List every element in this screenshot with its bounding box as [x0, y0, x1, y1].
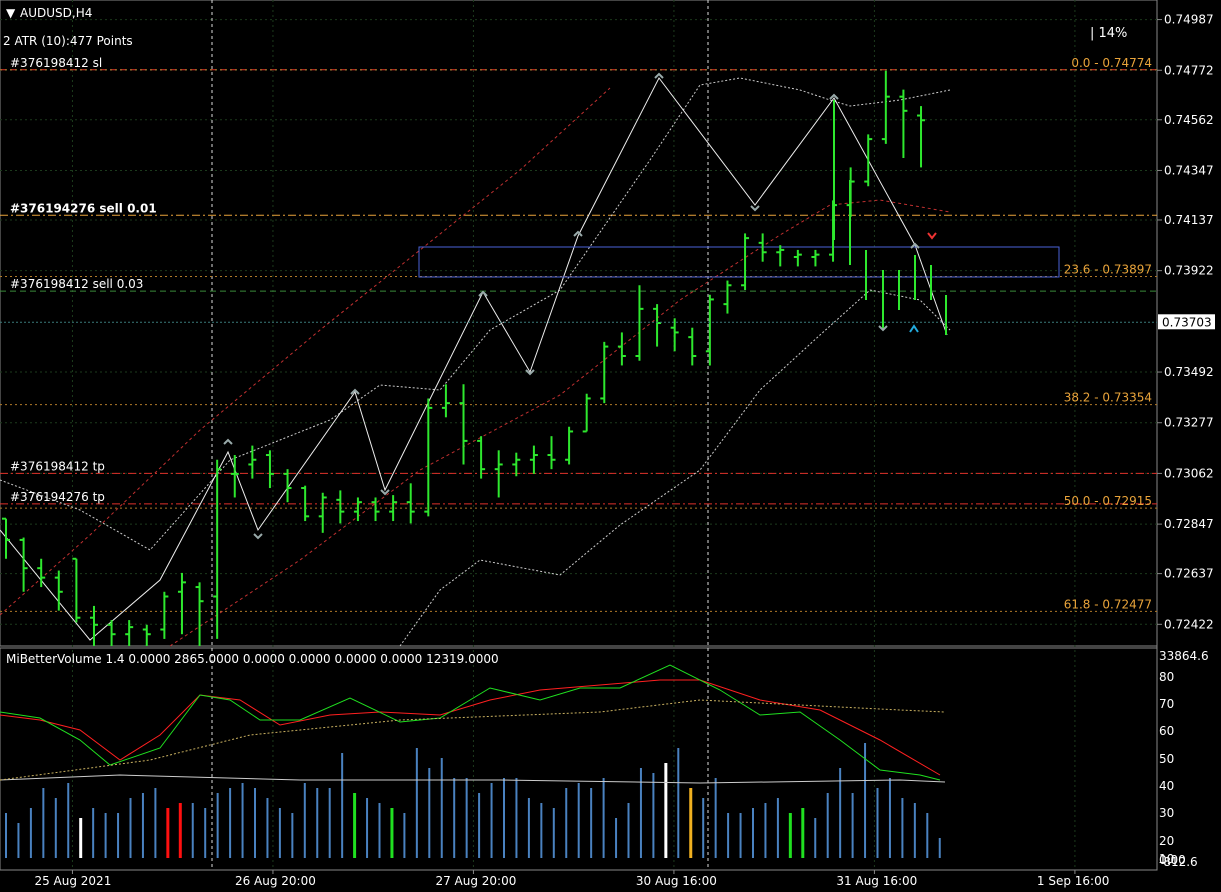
x-tick-label: 30 Aug 16:00: [636, 874, 717, 888]
volume-tick-label: 40: [1159, 779, 1174, 793]
x-tick-label: 27 Aug 20:00: [435, 874, 516, 888]
signal-up-arrow-icon: [909, 324, 919, 333]
y-tick-label: 0.73492: [1164, 365, 1214, 379]
bollinger-upper-line: [0, 77, 951, 551]
percent-label: | 14%: [1090, 26, 1127, 41]
volume-average-curve: [0, 774, 946, 784]
x-tick-label: 26 Aug 20:00: [235, 874, 316, 888]
trade-level-label: #376198412 sell 0.03: [10, 277, 143, 291]
y-tick-label: 0.73922: [1164, 264, 1214, 278]
current-price-label: 0.73703: [1162, 315, 1212, 329]
fractal-up-arrow-icon: [478, 290, 488, 297]
trade-level-label: #376194276 sell 0.01: [10, 201, 157, 215]
fib-label: 50.0 - 0.72915: [1064, 494, 1152, 508]
symbol-label: AUDUSD,H4: [20, 6, 92, 20]
trade-level-label: #376198412 sl: [10, 56, 102, 70]
y-tick-label: 0.74347: [1164, 163, 1214, 177]
atr-label: 2 ATR (10):477 Points: [3, 34, 133, 48]
y-tick-label: 0.72847: [1164, 517, 1214, 531]
volume-tick-label: 10: [1159, 852, 1174, 866]
current-price-tag: 0.73703: [1158, 314, 1215, 330]
volume-tick-label: 50: [1159, 752, 1174, 766]
volume-tick-label: 0.00: [1159, 853, 1186, 867]
fractal-down-arrow-icon: [253, 533, 263, 540]
channel-envelope: [0, 77, 951, 647]
volume-tick-label: 30: [1159, 806, 1174, 820]
fibonacci-levels: 0.0 - 0.74774 23.6 - 0.73897 38.2 - 0.7335…: [0, 56, 1157, 612]
trade-levels: #376198412 sl #376194276 sell 0.01 #376198…: [0, 56, 1157, 505]
signal-down-arrow-icon: [927, 232, 937, 240]
fractal-down-arrow-icon: [525, 369, 535, 376]
menu-triangle-icon[interactable]: ▼: [6, 6, 16, 20]
bollinger-lower-line: [399, 289, 951, 647]
supply-zone-rectangle[interactable]: [418, 246, 1060, 278]
channel-lower-line: [169, 199, 951, 647]
y-tick-label: 0.74987: [1164, 13, 1214, 27]
fractal-up-arrow-icon: [910, 242, 920, 249]
y-tick-label: 0.74772: [1164, 63, 1214, 77]
fractal-up-arrow-icon: [654, 72, 664, 79]
fractal-up-arrow-icon: [573, 230, 583, 237]
x-tick-label: 1 Sep 16:00: [1037, 874, 1109, 888]
fractal-down-arrow-icon: [878, 325, 888, 332]
channel-upper-line: [0, 87, 611, 616]
volume-tick-label: 60: [1159, 724, 1174, 738]
fractal-down-arrow-icon: [750, 205, 760, 212]
volume-axis-labels: 33864.6 80 70 60 50 40 30 20 100.00-812.6: [1159, 649, 1209, 869]
y-tick-label: 0.74137: [1164, 213, 1214, 227]
period-separators: [71, 0, 1076, 870]
fib-label: 61.8 - 0.72477: [1064, 597, 1152, 611]
fractal-up-arrow-icon: [829, 93, 839, 100]
time-axis-labels: 25 Aug 2021 26 Aug 20:00 27 Aug 20:00 30 Au…: [34, 870, 1109, 888]
y-tick-label: 0.72422: [1164, 617, 1214, 631]
fractal-arrows: [223, 72, 937, 540]
volume-green-curve: [0, 664, 941, 781]
trade-level-label: #376198412 tp: [10, 459, 105, 473]
fractal-up-arrow-icon: [223, 438, 233, 445]
fib-label: 38.2 - 0.73354: [1064, 391, 1152, 405]
volume-tick-label: 33864.6: [1159, 649, 1209, 663]
trade-level-label: #376194276 tp: [10, 490, 105, 504]
price-axis-labels: 0.74987 0.74772 0.74562 0.74347 0.74137 0.739…: [1157, 13, 1214, 631]
fib-label: 0.0 - 0.74774: [1071, 56, 1152, 70]
fractal-up-arrow-icon: [350, 388, 360, 395]
volume-red-curve: [0, 679, 941, 776]
fib-label: 23.6 - 0.73897: [1064, 263, 1152, 277]
volume-tick-label: -812.6: [1159, 855, 1198, 869]
volume-signal-curve: [0, 699, 946, 781]
y-tick-label: 0.73062: [1164, 466, 1214, 480]
volume-tick-label: 80: [1159, 670, 1174, 684]
fractal-down-arrow-icon: [380, 489, 390, 496]
x-tick-label: 31 Aug 16:00: [836, 874, 917, 888]
y-tick-label: 0.72637: [1164, 567, 1214, 581]
volume-curves: [0, 664, 946, 784]
volume-tick-label: 20: [1159, 834, 1174, 848]
volume-histogram: [5, 743, 941, 858]
y-tick-label: 0.74562: [1164, 113, 1214, 127]
ohlc-bars: [2, 70, 947, 646]
x-tick-label: 25 Aug 2021: [34, 874, 111, 888]
y-tick-label: 0.73277: [1164, 416, 1214, 430]
volume-tick-label: 70: [1159, 697, 1174, 711]
main-panel-frame: [0, 0, 1158, 647]
volume-indicator-label: MiBetterVolume 1.4 0.0000 2865.0000 0.00…: [6, 652, 499, 666]
